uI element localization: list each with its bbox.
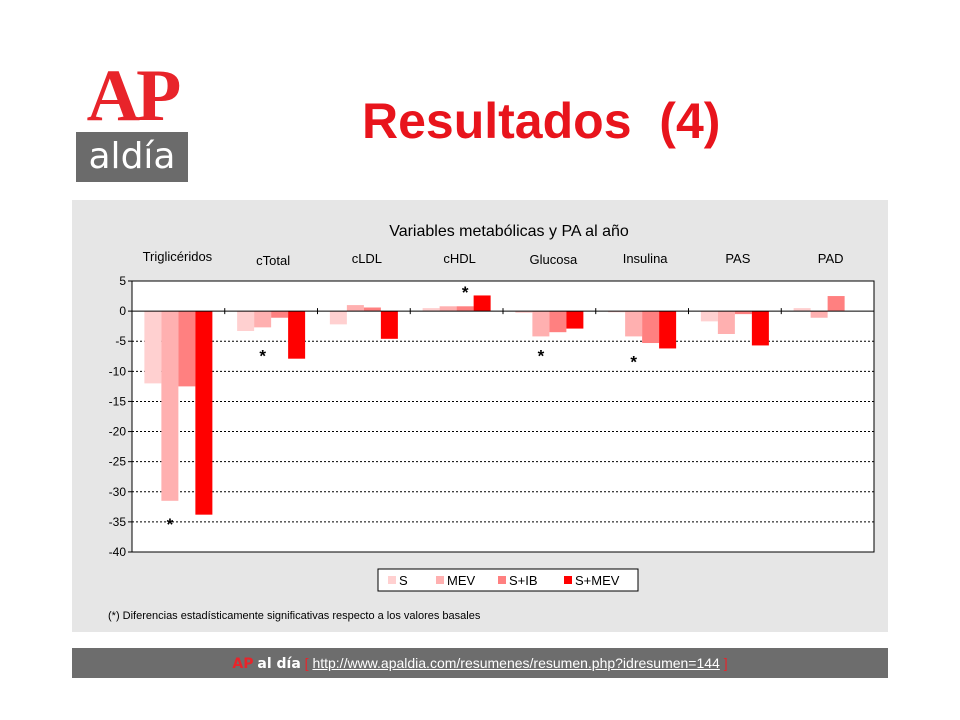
legend-box <box>377 568 639 592</box>
bar-s-3 <box>422 308 440 312</box>
category-label: Insulina <box>623 251 669 266</box>
legend-swatch <box>564 576 572 584</box>
y-tick-label: -20 <box>109 425 127 439</box>
y-tick-label: 5 <box>119 274 126 288</box>
logo-ap-text: AP <box>86 55 182 137</box>
bar-sib-5 <box>642 311 660 344</box>
bar-smev-5 <box>659 311 677 349</box>
y-tick-label: 0 <box>119 304 126 318</box>
bar-s-5 <box>608 311 626 313</box>
y-tick-label: -30 <box>109 485 127 499</box>
footer-bracket-open: [ <box>304 655 309 671</box>
y-tick-label: -15 <box>109 394 127 408</box>
legend-swatch <box>388 576 396 584</box>
bar-smev-0 <box>195 311 213 515</box>
bar-s-7 <box>793 308 811 312</box>
bar-mev-4 <box>532 311 550 337</box>
bar-mev-2 <box>346 305 364 312</box>
bar-smev-2 <box>380 311 398 339</box>
bar-s-6 <box>700 311 718 322</box>
category-label: cHDL <box>443 251 476 266</box>
bar-sib-2 <box>363 307 381 312</box>
category-label: cLDL <box>352 251 382 266</box>
footer-bracket-close: ] <box>723 655 728 671</box>
bar-sib-6 <box>734 311 752 315</box>
bar-s-0 <box>144 311 162 384</box>
category-label: PAS <box>725 251 750 266</box>
legend-label: S+MEV <box>575 573 620 588</box>
significance-asterisk: * <box>259 346 266 365</box>
bar-s-2 <box>329 311 347 325</box>
bar-chart: Variables metabólicas y PA al año Trigli… <box>108 223 875 622</box>
bar-sib-1 <box>271 311 289 318</box>
logo-aldia-text: aldía <box>88 136 176 177</box>
footnote: (*) Diferencias estadísticamente signifi… <box>108 610 481 622</box>
category-label: Triglicéridos <box>143 249 213 264</box>
legend-swatch <box>498 576 506 584</box>
bar-mev-1 <box>254 311 272 328</box>
bar-sib-7 <box>827 296 845 312</box>
chart-panel: Variables metabólicas y PA al año Trigli… <box>72 200 888 632</box>
slide-title: Resultados (4) <box>362 93 721 149</box>
legend-swatch <box>436 576 444 584</box>
bar-smev-6 <box>751 311 769 346</box>
y-tick-label: -25 <box>109 455 127 469</box>
footer-bar: AP al día [ http://www.apaldia.com/resum… <box>72 648 888 678</box>
footer-url-link[interactable]: http://www.apaldia.com/resumenes/resumen… <box>312 655 720 671</box>
bar-smev-4 <box>566 311 584 329</box>
y-tick-label: -5 <box>115 334 126 348</box>
footer-brand-ap: AP <box>232 656 254 672</box>
category-label: cTotal <box>256 253 290 268</box>
significance-asterisk: * <box>462 283 469 302</box>
bar-sib-3 <box>456 306 474 312</box>
bar-s-4 <box>515 311 533 313</box>
bar-mev-6 <box>717 311 735 334</box>
chart-title: Variables metabólicas y PA al año <box>389 223 629 240</box>
category-label: Glucosa <box>530 252 578 267</box>
bar-mev-7 <box>810 311 828 318</box>
apaldia-logo: AP aldía <box>76 56 188 182</box>
legend-label: S+IB <box>509 573 538 588</box>
significance-asterisk: * <box>538 346 545 365</box>
bar-smev-3 <box>473 295 491 312</box>
legend-label: MEV <box>447 573 476 588</box>
logo-aldia-box: aldía <box>76 132 188 182</box>
bar-mev-3 <box>439 306 457 312</box>
bar-sib-0 <box>178 311 196 387</box>
y-tick-label: -40 <box>109 545 127 559</box>
bar-sib-4 <box>549 311 567 333</box>
bar-mev-5 <box>625 311 643 337</box>
y-tick-label: -10 <box>109 364 127 378</box>
y-tick-label: -35 <box>109 515 127 529</box>
category-label: PAD <box>818 251 844 266</box>
significance-asterisk: * <box>630 352 637 371</box>
legend-label: S <box>399 573 408 588</box>
bar-mev-0 <box>161 311 179 501</box>
footer-brand-aldia: al día <box>257 656 301 672</box>
bar-smev-1 <box>288 311 306 359</box>
bar-s-1 <box>237 311 255 331</box>
significance-asterisk: * <box>167 515 174 534</box>
